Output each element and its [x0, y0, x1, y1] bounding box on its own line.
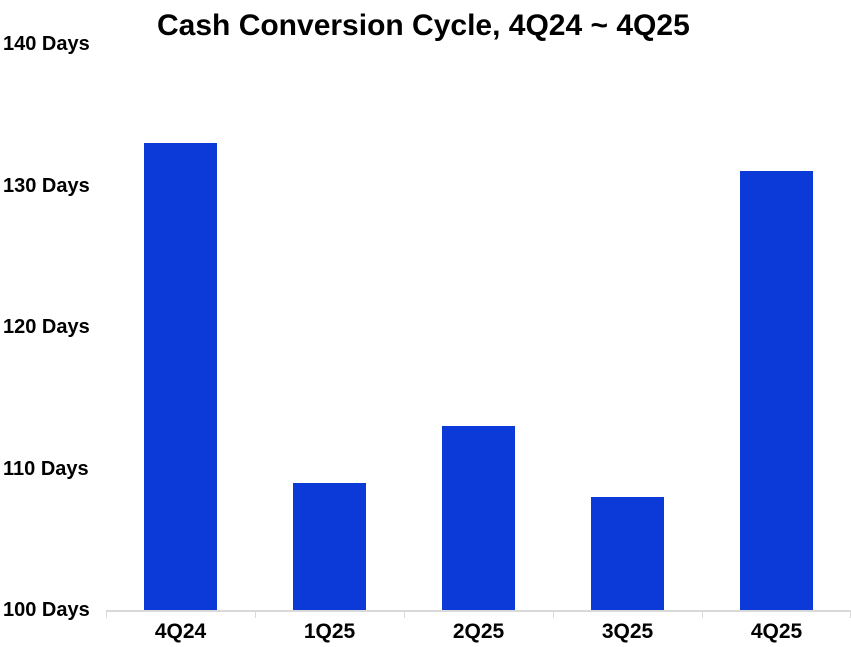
y-axis-label: 120 Days	[3, 316, 90, 338]
x-axis-label-3Q25: 3Q25	[601, 620, 654, 643]
y-axis-label: 130 Days	[3, 174, 90, 197]
bar-2Q25	[442, 426, 515, 610]
x-axis-tickmark	[553, 610, 554, 618]
y-axis-label: 110 Days	[3, 457, 89, 480]
bar-3Q25	[591, 496, 664, 610]
y-axis-label: 140 Days	[3, 33, 90, 55]
x-axis-tickmark	[404, 610, 405, 618]
x-axis-line	[106, 610, 851, 612]
bar-4Q25	[740, 171, 813, 610]
chart-title: Cash Conversion Cycle, 4Q24 ~ 4Q25	[157, 9, 690, 42]
x-axis-tickmark	[702, 610, 703, 618]
bar-4Q24	[144, 143, 217, 610]
x-axis-label-1Q25: 1Q25	[303, 620, 356, 643]
x-axis-label-2Q25: 2Q25	[452, 620, 505, 643]
x-axis-label-4Q24: 4Q24	[154, 620, 207, 643]
y-axis-label: 100 Days	[3, 599, 90, 621]
x-axis-tickmark	[255, 610, 256, 618]
bar-1Q25	[293, 482, 366, 610]
x-axis-tickmark	[106, 610, 107, 618]
x-axis-label-4Q25: 4Q25	[750, 620, 803, 643]
